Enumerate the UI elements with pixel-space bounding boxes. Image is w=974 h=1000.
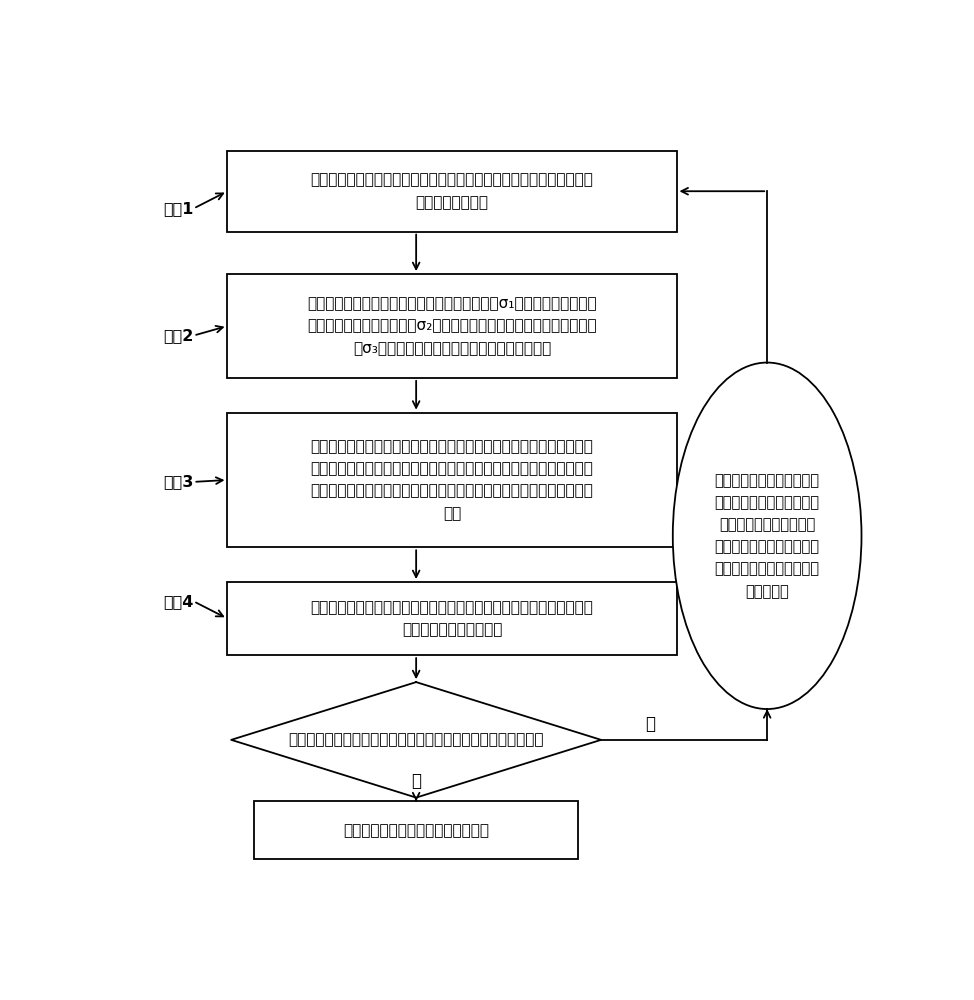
FancyBboxPatch shape xyxy=(228,413,677,547)
FancyBboxPatch shape xyxy=(228,582,677,655)
Ellipse shape xyxy=(673,363,862,709)
Text: 步骤2: 步骤2 xyxy=(164,328,194,343)
Text: 基于模拟天然裂缝地层参数，将调压阀和背压阀初始压力与模拟地层附
近井筒压力相匹配: 基于模拟天然裂缝地层参数，将调压阀和背压阀初始压力与模拟地层附 近井筒压力相匹配 xyxy=(311,173,593,210)
Text: 一个完整的呼吸效应模拟周期完成，是否改变参数继续进行实验: 一个完整的呼吸效应模拟周期完成，是否改变参数继续进行实验 xyxy=(288,732,543,747)
Text: 关闭液压泵，打开背压阀所在通路，记录流量计示数的实时变化，直至
流量计的示数无明显变化: 关闭液压泵，打开背压阀所在通路，记录流量计示数的实时变化，直至 流量计的示数无明… xyxy=(311,600,593,637)
Text: 开启液压泵注液直至压力表示数无明显变化，调节调压阀，逐步增大流
道内液压，直至模拟井筒压力超过模拟地层天然裂缝开启压力，此时停
止调压，对流量计的示数变化进行实: 开启液压泵注液直至压力表示数无明显变化，调节调压阀，逐步增大流 道内液压，直至模… xyxy=(311,439,593,521)
Text: 步骤3: 步骤3 xyxy=(164,474,194,489)
Text: 步骤1: 步骤1 xyxy=(164,201,194,216)
Text: 步骤4: 步骤4 xyxy=(164,594,194,609)
Text: 启动真三轴试验机对人造裂缝岩心进行加压，在σ₁方向上施加载荷与天
然裂缝开启压力相匹配，在σ₂方向上施加载荷与模拟地层围压相匹配，
在σ₃方向上施加载荷与模拟地: 启动真三轴试验机对人造裂缝岩心进行加压，在σ₁方向上施加载荷与天 然裂缝开启压力… xyxy=(307,296,597,356)
Text: 实验结束，整理数据和清理实验设备: 实验结束，整理数据和清理实验设备 xyxy=(343,823,489,838)
Polygon shape xyxy=(231,682,601,798)
Text: 否: 否 xyxy=(411,772,421,790)
Text: 是: 是 xyxy=(645,715,655,733)
FancyBboxPatch shape xyxy=(228,274,677,378)
FancyBboxPatch shape xyxy=(228,151,677,232)
FancyBboxPatch shape xyxy=(254,801,579,859)
Text: 调整多个天然裂缝地层呼吸
的相关参数：改变围压、天
然裂缝开启压力、井筒压
力；调整裂缝长度；使用不
同材质的岩心；调整钻井液
流体性质等: 调整多个天然裂缝地层呼吸 的相关参数：改变围压、天 然裂缝开启压力、井筒压 力；… xyxy=(715,473,820,599)
